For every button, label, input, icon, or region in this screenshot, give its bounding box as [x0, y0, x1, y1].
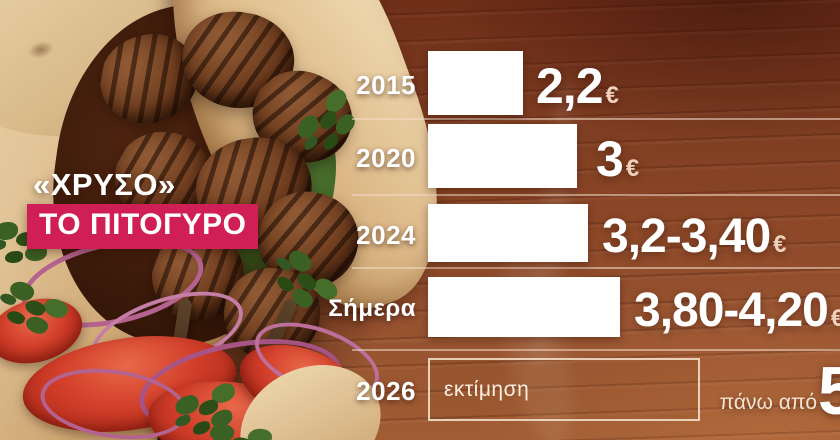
parsley-garnish	[0, 222, 18, 240]
chart-row-2026: 2026 εκτίμηση	[320, 358, 700, 421]
estimate-note: εκτίμηση	[444, 377, 530, 401]
chart-row-today: Σήμερα 3,80-4,20 €	[320, 277, 840, 337]
chart-row-2024: 2024 3,2-3,40 €	[320, 204, 787, 263]
row-divider	[352, 267, 840, 269]
euro-symbol: €	[830, 304, 840, 332]
title-headline: ΤΟ ΠΙΤΟΓΥΡΟ	[27, 204, 259, 249]
estimate-bar: εκτίμηση	[428, 358, 700, 421]
price-value: 2,2 €	[536, 58, 619, 114]
row-divider	[352, 118, 840, 120]
price-bar	[428, 124, 577, 188]
year-label: Σήμερα	[328, 295, 416, 322]
price-bar	[428, 51, 523, 115]
price-value: 3,80-4,20 €	[634, 283, 840, 338]
price-bar	[428, 204, 588, 262]
row-divider	[352, 194, 840, 196]
euro-symbol: €	[625, 155, 640, 182]
year-label: 2015	[356, 69, 416, 100]
title-kicker: «ΧΡΥΣΟ»	[33, 167, 176, 202]
row-divider	[352, 349, 840, 351]
year-label: 2020	[356, 142, 416, 173]
price-value: 3,2-3,40 €	[602, 209, 787, 263]
chart-row-2015: 2015 2,2 €	[320, 51, 619, 115]
price-bar	[428, 277, 620, 337]
chart-row-2020: 2020 3 €	[320, 124, 639, 188]
euro-symbol: €	[605, 82, 619, 109]
price-value: 3 €	[596, 131, 640, 187]
year-label: 2026	[356, 376, 416, 406]
price-value-2026: 5	[818, 353, 840, 429]
year-label: 2024	[356, 219, 416, 250]
euro-symbol: €	[773, 230, 787, 258]
price-prefix: πάνω από	[719, 391, 817, 414]
